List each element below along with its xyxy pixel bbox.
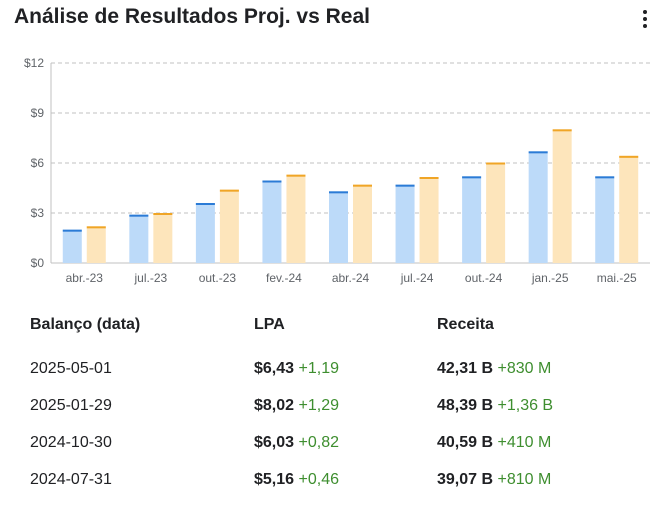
eps-value: $6,03 [254, 433, 295, 451]
x-tick-label: abr.-23 [66, 271, 104, 285]
y-tick-label: $6 [31, 156, 45, 170]
x-tick-label: out.-23 [199, 271, 237, 285]
y-tick-label: $3 [31, 206, 45, 220]
row-revenue: 48,39 B +1,36 B [425, 387, 647, 424]
bar-actual-cap [395, 184, 415, 187]
bar-projected [286, 174, 306, 263]
x-tick-label: abr.-24 [332, 271, 370, 285]
bar-actual-cap [262, 180, 282, 183]
revenue-surprise: +810 M [497, 470, 552, 488]
bar-actual [262, 180, 282, 263]
eps-surprise: +1,19 [298, 359, 339, 377]
revenue-surprise: +410 M [497, 433, 552, 451]
y-tick-label: $9 [31, 106, 45, 120]
bar-actual-cap [528, 151, 548, 154]
results-table: Balanço (data) LPA Receita 2025-05-01 $6… [18, 316, 647, 498]
eps-value: $8,02 [254, 396, 295, 414]
bar-actual-cap [462, 176, 482, 179]
eps-surprise: +0,82 [298, 433, 339, 451]
bar-projected-cap [419, 177, 439, 179]
eps-surprise: +0,46 [298, 470, 339, 488]
bar-actual [329, 191, 348, 263]
bar-actual-cap [329, 191, 348, 194]
earnings-chart: $0 $3 $6 $9 $12 abr.-23 jul.-23 out.-23 fev.-24 a… [24, 56, 650, 285]
bar-projected-cap [153, 213, 173, 215]
bar-projected [552, 129, 572, 263]
revenue-surprise: +1,36 B [497, 396, 554, 414]
bar-projected [86, 226, 106, 263]
row-revenue: 42,31 B +830 M [425, 350, 647, 387]
chart-title: Análise de Resultados Proj. vs Real [14, 5, 370, 28]
row-revenue: 39,07 B +810 M [425, 461, 647, 498]
table-row: 2025-05-01 $6,43 +1,19 42,31 B +830 M [18, 350, 647, 387]
bar-actual [395, 184, 415, 263]
row-eps: $5,16 +0,46 [242, 461, 425, 498]
x-tick-label: jan.-25 [531, 271, 569, 285]
column-header-revenue: Receita [437, 316, 494, 333]
x-tick-label: fev.-24 [266, 271, 302, 285]
bar-actual [528, 151, 548, 263]
eps-value: $6,43 [254, 359, 295, 377]
bar-actual [62, 229, 82, 263]
row-date: 2024-10-30 [30, 433, 112, 451]
revenue-value: 39,07 B [437, 470, 494, 488]
bar-actual [462, 176, 482, 263]
x-tick-label: jul.-23 [133, 271, 167, 285]
bar-actual [595, 176, 615, 263]
row-date: 2025-05-01 [30, 359, 112, 377]
row-eps: $6,03 +0,82 [242, 424, 425, 461]
row-revenue: 40,59 B +410 M [425, 424, 647, 461]
bar-projected [219, 189, 239, 263]
column-header-eps: LPA [254, 316, 285, 333]
row-date: 2024-07-31 [30, 470, 112, 488]
bar-projected-cap [552, 129, 572, 132]
bar-projected [419, 177, 439, 263]
y-tick-label: $12 [24, 56, 44, 70]
bar-projected-cap [619, 155, 639, 158]
eps-value: $5,16 [254, 470, 295, 488]
x-tick-label: mai.-25 [597, 271, 637, 285]
bar-actual-cap [195, 203, 215, 205]
bar-actual-cap [62, 229, 82, 232]
revenue-value: 42,31 B [437, 359, 494, 377]
revenue-value: 40,59 B [437, 433, 494, 451]
bar-actual-cap [595, 176, 615, 179]
row-eps: $6,43 +1,19 [242, 350, 425, 387]
bar-projected-cap [353, 184, 372, 187]
bar-projected-cap [286, 174, 306, 177]
table-row: 2025-01-29 $8,02 +1,29 48,39 B +1,36 B [18, 387, 647, 424]
more-options-icon[interactable] [637, 8, 653, 30]
bar-projected [353, 184, 372, 263]
bar-projected [486, 162, 506, 263]
y-tick-label: $0 [31, 256, 45, 270]
column-header-date: Balanço (data) [30, 316, 141, 333]
table-row: 2024-10-30 $6,03 +0,82 40,59 B +410 M [18, 424, 647, 461]
revenue-surprise: +830 M [497, 359, 552, 377]
row-eps: $8,02 +1,29 [242, 387, 425, 424]
bar-projected-cap [486, 162, 506, 165]
bar-projected [153, 213, 173, 263]
table-row: 2024-07-31 $5,16 +0,46 39,07 B +810 M [18, 461, 647, 498]
bar-projected-cap [86, 226, 106, 229]
bar-actual [195, 203, 215, 263]
bar-actual-cap [129, 214, 149, 217]
bar-projected [619, 155, 639, 263]
revenue-value: 48,39 B [437, 396, 494, 414]
x-tick-label: out.-24 [465, 271, 503, 285]
bar-actual [129, 214, 149, 263]
table-header-row: Balanço (data) LPA Receita [18, 316, 647, 350]
row-date: 2025-01-29 [30, 396, 112, 414]
bar-projected-cap [219, 189, 239, 192]
eps-surprise: +1,29 [298, 396, 339, 414]
x-tick-label: jul.-24 [400, 271, 434, 285]
